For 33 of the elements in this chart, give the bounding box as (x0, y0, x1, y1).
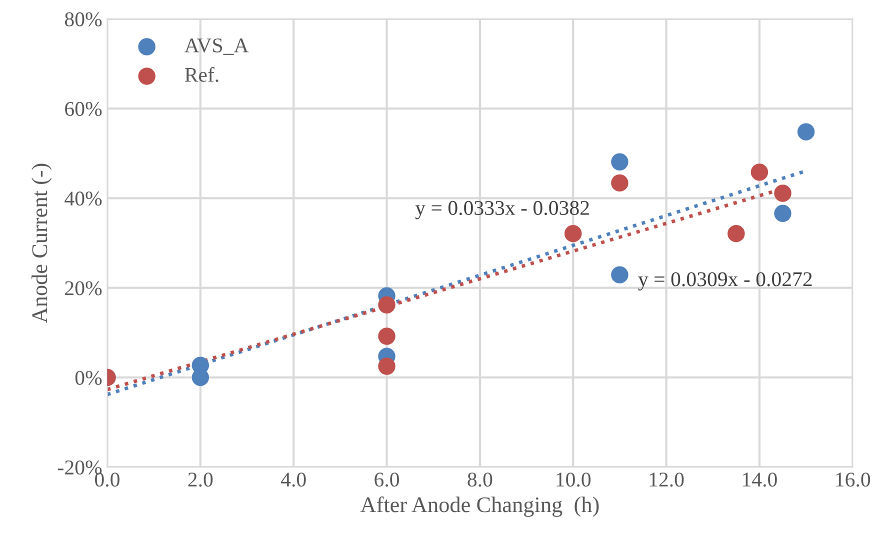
point (378, 358, 396, 375)
x-axis-title: After Anode Changing (h) (360, 496, 599, 517)
point (564, 224, 582, 242)
point (750, 164, 768, 181)
x-tick-label: 10.0 (556, 472, 591, 487)
point (378, 328, 396, 345)
point (611, 174, 628, 192)
point (774, 184, 792, 202)
point (611, 266, 628, 284)
y-tick-label: 20% (65, 281, 102, 296)
point (774, 204, 792, 222)
legend-label: AVS_A (184, 38, 249, 55)
annotation: y = 0.0333x - 0.0382 (415, 200, 589, 220)
x-tick-label: 6.0 (374, 472, 399, 487)
legend-label: Ref. (184, 67, 218, 82)
point (728, 224, 745, 242)
annotation: y = 0.0309x - 0.0272 (638, 272, 812, 291)
y-axis-title: Anode Current (-) (32, 164, 52, 323)
x-tick-label: 16.0 (836, 472, 870, 487)
y-tick-label: 80% (64, 12, 102, 26)
x-tick-label: 4.0 (280, 472, 306, 487)
y-tick-label: -20% (58, 460, 102, 475)
point (797, 123, 815, 140)
x-tick-label: 0.0 (95, 472, 120, 487)
y-tick-label: 40% (64, 192, 102, 206)
point (611, 153, 628, 170)
x-tick-label: 8.0 (468, 472, 492, 487)
point (378, 296, 396, 314)
y-tick-label: 60% (65, 102, 102, 116)
x-tick-label: 2.0 (188, 472, 213, 487)
x-tick-label: 12.0 (650, 472, 684, 487)
x-tick-label: 14.0 (743, 472, 777, 487)
y-tick-label: 0% (75, 370, 102, 385)
